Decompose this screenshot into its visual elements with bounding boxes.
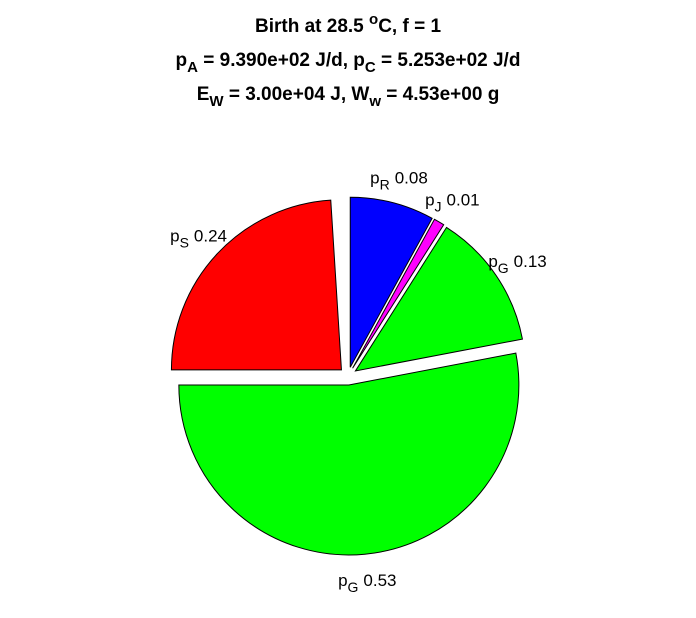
label-sub: G [348, 579, 359, 595]
label-value: 0.08 [395, 168, 428, 187]
title-part: w [368, 93, 381, 110]
pie-slice [354, 226, 524, 372]
label-sub: S [180, 235, 189, 251]
chart-title: EW = 3.00e+04 J, Ww = 4.53e+00 g [197, 84, 500, 110]
label-name: p [425, 191, 434, 210]
title-part: Birth at 28.5 [255, 16, 369, 37]
chart-title: pA = 9.390e+02 J/d, pC = 5.253e+02 J/d [176, 50, 521, 76]
label-name: p [170, 227, 179, 246]
title-part: C, f = 1 [378, 16, 441, 37]
label-value: 0.01 [447, 191, 480, 210]
title-part: o [369, 11, 378, 28]
title-part: C [365, 59, 376, 76]
label-sub: R [380, 176, 390, 192]
slice-label: pS 0.24 [170, 227, 227, 251]
title-part: = 3.00e+04 J, W [224, 84, 370, 105]
title-part: A [187, 59, 198, 76]
label-sub: G [498, 260, 509, 276]
label-value: 0.24 [194, 227, 227, 246]
label-value: 0.53 [363, 571, 396, 590]
pie-slice [178, 352, 520, 556]
title-part: = 4.53e+00 g [381, 84, 499, 105]
title-part: p [176, 50, 188, 71]
label-name: p [370, 168, 379, 187]
title-part: E [197, 84, 210, 105]
pie-slice [352, 218, 445, 369]
label-sub: J [435, 199, 442, 215]
slice-label: pJ 0.01 [425, 191, 480, 215]
pie-slice [170, 199, 342, 371]
title-part: W [209, 93, 224, 110]
title-part: = 9.390e+02 J/d, p [198, 50, 365, 71]
label-name: p [338, 571, 347, 590]
label-value: 0.13 [514, 252, 547, 271]
pie-slice [349, 196, 433, 368]
slice-label: pG 0.13 [488, 252, 546, 276]
chart-title: Birth at 28.5 oC, f = 1 [255, 11, 441, 37]
title-part: = 5.253e+02 J/d [376, 50, 521, 71]
label-name: p [488, 252, 497, 271]
slice-label: pG 0.53 [338, 571, 396, 595]
slice-label: pR 0.08 [370, 168, 428, 192]
